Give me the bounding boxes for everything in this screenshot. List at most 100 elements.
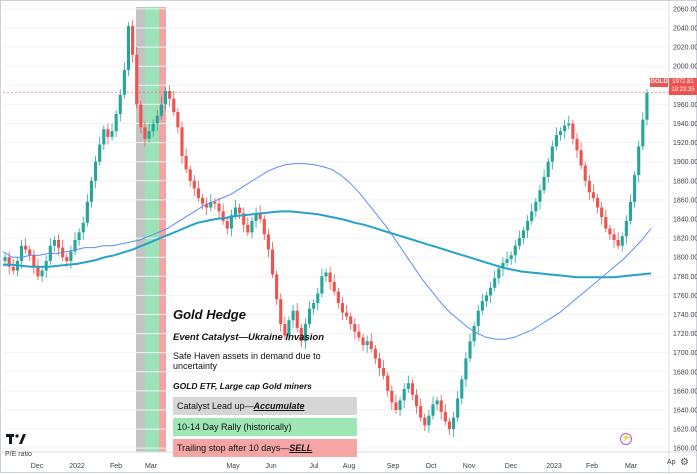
candle-body — [410, 383, 414, 395]
sell-emphasis: SELL — [289, 443, 313, 453]
moving-average-fast — [2, 163, 652, 340]
candle-body — [345, 312, 349, 317]
highlight-band — [145, 7, 159, 452]
y-tick-label: 2000.00 — [673, 64, 697, 71]
candle-body — [484, 295, 489, 302]
candle-body — [217, 203, 221, 212]
candle-body — [620, 236, 624, 246]
candle-body — [131, 26, 135, 55]
candle-body — [382, 367, 386, 376]
y-tick-label: 1880.00 — [673, 178, 697, 185]
candle-body — [163, 91, 168, 105]
candle-body — [480, 301, 484, 311]
candle-body — [402, 388, 406, 401]
candle-body — [291, 310, 295, 321]
candle-body — [526, 220, 530, 231]
candle-body — [209, 201, 213, 208]
candle-body — [386, 375, 390, 391]
candle-body — [513, 245, 517, 256]
candle-body — [591, 192, 596, 198]
candle-body — [238, 207, 242, 214]
candle-body — [439, 400, 443, 412]
candle-body — [365, 341, 369, 346]
candle-body — [456, 398, 460, 418]
price-label: 1972.81 — [672, 79, 694, 85]
candle-body — [394, 402, 398, 410]
candle-body — [106, 129, 110, 137]
y-tick-label: 1640.00 — [673, 407, 697, 414]
candle-body — [464, 358, 468, 380]
candle-body — [52, 240, 56, 246]
candle-body — [468, 341, 472, 359]
candle-body — [94, 161, 98, 181]
candle-body — [98, 144, 102, 162]
candle-body — [431, 404, 435, 416]
y-tick-label: 1780.00 — [673, 274, 697, 281]
candle-body — [583, 165, 587, 181]
candle-body — [505, 259, 509, 263]
candle-body — [633, 175, 637, 202]
candle-body — [180, 127, 184, 156]
candle-body — [604, 217, 608, 229]
x-tick-label: Dec — [31, 463, 44, 470]
candle-body — [122, 70, 126, 95]
candle-body — [85, 201, 89, 223]
candle-body — [32, 255, 36, 267]
candle-body — [184, 155, 188, 170]
lightning-icon[interactable]: ⚡ — [620, 433, 632, 445]
y-tick-label: 1800.00 — [673, 255, 697, 262]
tradingview-logo-icon[interactable] — [6, 431, 26, 449]
candle-body — [579, 150, 583, 166]
candle-body — [451, 417, 456, 430]
gear-icon[interactable]: ⚙ — [680, 457, 689, 468]
x-tick-label: 2023 — [546, 463, 562, 470]
axis-corner-label: Ap — [667, 459, 676, 466]
candle-body — [628, 201, 633, 221]
y-tick-label: 1700.00 — [673, 350, 697, 357]
panel-description: Safe Haven assets in demand due to uncer… — [173, 351, 321, 371]
x-tick-label: Oct — [426, 463, 437, 470]
y-tick-label: 1680.00 — [673, 369, 697, 376]
candle-body — [406, 383, 410, 389]
y-tick-label: 1960.00 — [673, 102, 697, 109]
candle-body — [608, 228, 612, 235]
candle-body — [118, 94, 122, 114]
candle-body — [645, 92, 649, 120]
candle-body — [7, 257, 11, 267]
y-tick-label: 1820.00 — [673, 236, 697, 243]
candle-body — [254, 213, 258, 221]
candle-body — [114, 113, 118, 132]
event-catalyst: Event Catalyst—Ukraine Invasion — [173, 332, 324, 343]
candle-body — [192, 180, 196, 189]
highlight-band — [136, 7, 145, 452]
y-tick-label: 1860.00 — [673, 197, 697, 204]
candle-body — [575, 138, 579, 151]
candle-body — [233, 207, 238, 216]
candle-body — [159, 104, 163, 116]
candle-body — [3, 257, 7, 262]
y-tick-label: 1760.00 — [673, 293, 697, 300]
candle-body — [517, 238, 521, 246]
candle-body — [155, 115, 159, 124]
candle-body — [596, 197, 600, 208]
x-tick-label: Nov — [463, 463, 476, 470]
price-badge: 1972.81 18:23:35 — [669, 78, 697, 95]
y-tick-label: 2060.00 — [673, 6, 697, 13]
candle-body — [558, 131, 563, 135]
candle-body — [493, 278, 497, 288]
candle-body — [176, 112, 180, 128]
pe-ratio-label: P/E ratio — [5, 451, 32, 458]
candle-body — [637, 146, 641, 176]
candle-body — [299, 327, 303, 342]
candle-body — [472, 325, 476, 342]
candle-body — [369, 341, 373, 349]
candle-body — [349, 316, 353, 325]
candle-body — [262, 218, 266, 235]
x-tick-label: Aug — [343, 463, 356, 470]
y-tick-label: 1660.00 — [673, 388, 697, 395]
candle-body — [303, 324, 307, 342]
candle-body — [250, 220, 254, 233]
candle-body — [126, 26, 131, 71]
